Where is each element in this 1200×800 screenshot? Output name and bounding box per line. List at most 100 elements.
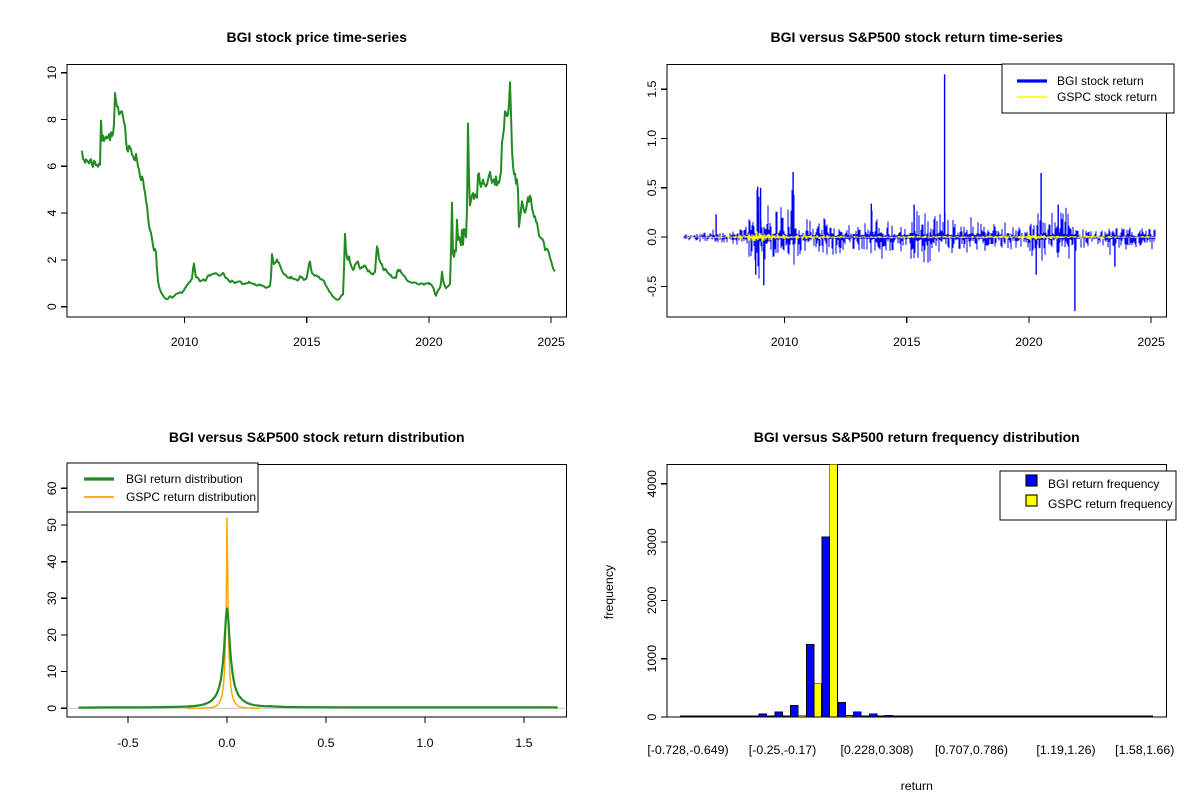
gspc-density-curve xyxy=(187,516,261,709)
svg-text:40: 40 xyxy=(45,555,59,569)
gspc-return-spikes xyxy=(683,231,1156,242)
gspc-frequency-bar xyxy=(1049,715,1059,717)
bgi-return-spikes xyxy=(683,189,1156,279)
svg-text:0.5: 0.5 xyxy=(645,179,659,196)
chart-title: BGI versus S&P500 stock return time-seri… xyxy=(770,29,1063,45)
svg-text:2000: 2000 xyxy=(645,586,659,614)
bgi-frequency-bar xyxy=(931,715,941,717)
axes: 2010 2015 2020 2025 0 2 4 6 8 10 xyxy=(45,66,565,349)
bgi-frequency-bar xyxy=(1042,715,1051,717)
panel-return-timeseries: BGI versus S&P500 stock return time-seri… xyxy=(600,0,1200,400)
bgi-frequency-bar xyxy=(963,715,972,717)
svg-text:0.0: 0.0 xyxy=(218,736,235,750)
svg-text:2010: 2010 xyxy=(171,335,199,349)
gspc-frequency-bar xyxy=(845,715,854,717)
svg-text:2: 2 xyxy=(45,256,59,263)
bgi-frequency-bar xyxy=(742,715,752,717)
bin-label: [0.228,0.308) xyxy=(840,743,913,757)
chart-title: BGI versus S&P500 stock return distribut… xyxy=(169,429,465,445)
chart-title: BGI versus S&P500 return frequency distr… xyxy=(754,429,1080,445)
gspc-frequency-bar xyxy=(986,715,996,717)
bin-label: [1.58,1.66) xyxy=(1115,743,1174,757)
svg-text:1.5: 1.5 xyxy=(515,736,532,750)
axis-box xyxy=(666,63,1168,318)
svg-text:-0.5: -0.5 xyxy=(645,276,659,297)
bgi-frequency-bar xyxy=(900,715,909,717)
legend-label: BGI return distribution xyxy=(126,472,243,486)
bgi-frequency-bar xyxy=(1057,715,1067,717)
gspc-frequency-bar xyxy=(971,715,980,717)
return-series xyxy=(683,74,1156,312)
svg-text:10: 10 xyxy=(45,665,59,679)
bgi-frequency-bar xyxy=(774,711,783,717)
returns-chart: BGI versus S&P500 stock return time-seri… xyxy=(645,29,1175,349)
svg-text:2015: 2015 xyxy=(293,335,321,349)
svg-text:4000: 4000 xyxy=(645,470,659,498)
legend-label: BGI return frequency xyxy=(1048,477,1159,491)
gspc-frequency-bar xyxy=(1034,715,1043,717)
gspc-frequency-bar xyxy=(750,715,760,717)
bgi-frequency-bar xyxy=(916,715,925,717)
gspc-frequency-bar xyxy=(923,715,933,717)
bgi-frequency-bar xyxy=(679,715,689,717)
bgi-frequency-bar xyxy=(868,713,878,717)
svg-text:2025: 2025 xyxy=(1137,335,1165,349)
gspc-frequency-bar xyxy=(782,715,791,717)
gspc-frequency-bar xyxy=(1144,715,1153,717)
svg-text:60: 60 xyxy=(45,481,59,495)
bin-label: [-0.25,-0.17) xyxy=(749,743,817,757)
bgi-frequency-bar xyxy=(1105,715,1114,717)
bgi-density-curve xyxy=(78,607,558,709)
legend-label: BGI stock return xyxy=(1057,74,1144,88)
svg-text:0: 0 xyxy=(45,705,59,712)
svg-text:1.0: 1.0 xyxy=(645,130,659,147)
bgi-frequency-bar xyxy=(1026,715,1035,717)
legend: BGI stock return GSPC stock return xyxy=(1001,63,1175,114)
y-axis-label: frequency xyxy=(602,564,616,619)
density-chart: BGI versus S&P500 stock return distribut… xyxy=(45,429,568,750)
gspc-frequency-bar xyxy=(734,715,744,717)
gspc-frequency-bar xyxy=(955,715,964,717)
bgi-frequency-bar xyxy=(1089,715,1098,717)
legend: BGI return distribution GSPC return distr… xyxy=(66,462,259,513)
gspc-frequency-bar xyxy=(813,683,823,717)
bgi-frequency-bar xyxy=(1073,715,1083,717)
gspc-frequency-bar xyxy=(829,464,838,717)
axes: 2010 2015 2020 2025 -0.5 0.0 0.5 1.0 1.5 xyxy=(645,80,1165,349)
gspc-frequency-bar xyxy=(876,715,886,717)
gspc-frequency-bar xyxy=(1128,715,1138,717)
legend-swatch-icon xyxy=(1025,494,1038,507)
bin-label: [-0.728,-0.649) xyxy=(647,743,728,757)
bgi-frequency-bar xyxy=(711,715,720,717)
bgi-frequency-bar xyxy=(884,714,894,717)
svg-text:2015: 2015 xyxy=(893,335,921,349)
svg-text:6: 6 xyxy=(45,163,59,170)
gspc-frequency-bar xyxy=(766,715,775,717)
bin-label: [1.19,1.26) xyxy=(1036,743,1095,757)
svg-text:3000: 3000 xyxy=(645,528,659,556)
bgi-frequency-bar xyxy=(727,715,736,717)
gspc-frequency-bar xyxy=(1065,715,1075,717)
panel-return-distribution: BGI versus S&P500 stock return distribut… xyxy=(0,400,600,800)
gspc-frequency-bar xyxy=(908,715,917,717)
bgi-return-outliers xyxy=(715,74,1116,312)
legend: BGI return frequency GSPC return frequenc… xyxy=(999,470,1177,521)
svg-text:0: 0 xyxy=(45,303,59,310)
bgi-frequency-bar xyxy=(853,711,862,717)
density-series xyxy=(67,516,567,709)
svg-text:2020: 2020 xyxy=(1015,335,1043,349)
bin-label: [0.707,0.786) xyxy=(935,743,1008,757)
legend-swatch-icon xyxy=(1025,474,1038,487)
legend-label: GSPC stock return xyxy=(1057,90,1157,104)
bgi-frequency-bar xyxy=(979,715,988,717)
bgi-frequency-bar xyxy=(695,715,705,717)
svg-text:2020: 2020 xyxy=(415,335,443,349)
bgi-frequency-bar xyxy=(821,536,831,717)
svg-text:2010: 2010 xyxy=(771,335,799,349)
axes: -0.5 0.0 0.5 1.0 1.5 0 10 20 30 40 50 60 xyxy=(45,481,533,750)
gspc-frequency-bar xyxy=(1081,715,1090,717)
histogram-bars xyxy=(679,464,1153,717)
chart-title: BGI stock price time-series xyxy=(226,29,407,45)
bgi-frequency-bar xyxy=(1010,715,1020,717)
bgi-frequency-bar xyxy=(758,713,768,717)
